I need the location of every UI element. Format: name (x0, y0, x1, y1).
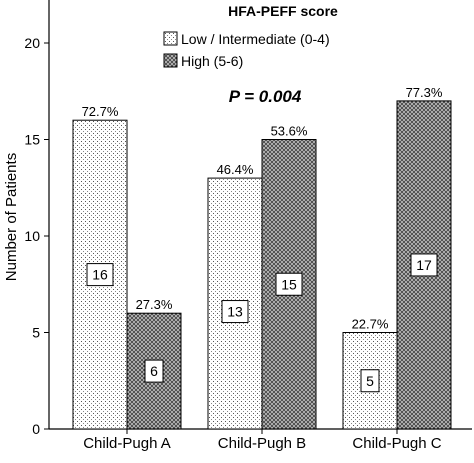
percent-label: 72.7% (82, 104, 119, 119)
y-tick-label: 0 (32, 421, 40, 437)
x-tick-label: Child-Pugh B (218, 435, 306, 452)
value-label: 15 (281, 276, 297, 292)
legend-title: HFA-PEFF score (228, 3, 338, 19)
percent-label: 22.7% (352, 317, 389, 332)
percent-label: 46.4% (217, 162, 254, 177)
value-label: 5 (366, 373, 374, 389)
legend-swatch-high (163, 53, 178, 68)
value-box (221, 300, 249, 324)
bars: 72.7% 16 27.3% 6 46.4% 13 53.6% 15 22.7% 5 77.3% 17 (72, 85, 452, 430)
value-label: 13 (227, 304, 243, 320)
percent-label: 77.3% (406, 85, 443, 100)
y-tick-label: 20 (24, 35, 40, 51)
x-tick-label: Child-Pugh C (352, 435, 441, 452)
value-box (275, 272, 303, 296)
y-tick-label: 5 (32, 325, 40, 341)
legend-label-low: Low / Intermediate (0-4) (181, 31, 330, 47)
y-ticks: 0 5 10 15 20 (24, 35, 49, 437)
p-value-annotation: P = 0.004 (229, 87, 302, 106)
value-box (144, 359, 164, 383)
legend-swatch-low (163, 31, 178, 46)
y-tick-label: 15 (24, 132, 40, 148)
value-box (360, 369, 380, 393)
value-box (410, 253, 438, 277)
value-label: 16 (92, 267, 108, 283)
value-box (86, 263, 114, 287)
x-tick-label: Child-Pugh A (83, 435, 171, 452)
percent-label: 53.6% (271, 124, 308, 139)
y-axis-label: Number of Patients (3, 153, 20, 281)
y-tick-label: 10 (24, 228, 40, 244)
value-label: 6 (150, 363, 158, 379)
percent-label: 27.3% (136, 297, 173, 312)
legend-label-high: High (5-6) (181, 53, 243, 69)
x-tick-labels: Child-Pugh A Child-Pugh B Child-Pugh C (83, 429, 442, 452)
legend: HFA-PEFF score Low / Intermediate (0-4) … (163, 3, 338, 69)
value-label: 17 (416, 257, 432, 273)
